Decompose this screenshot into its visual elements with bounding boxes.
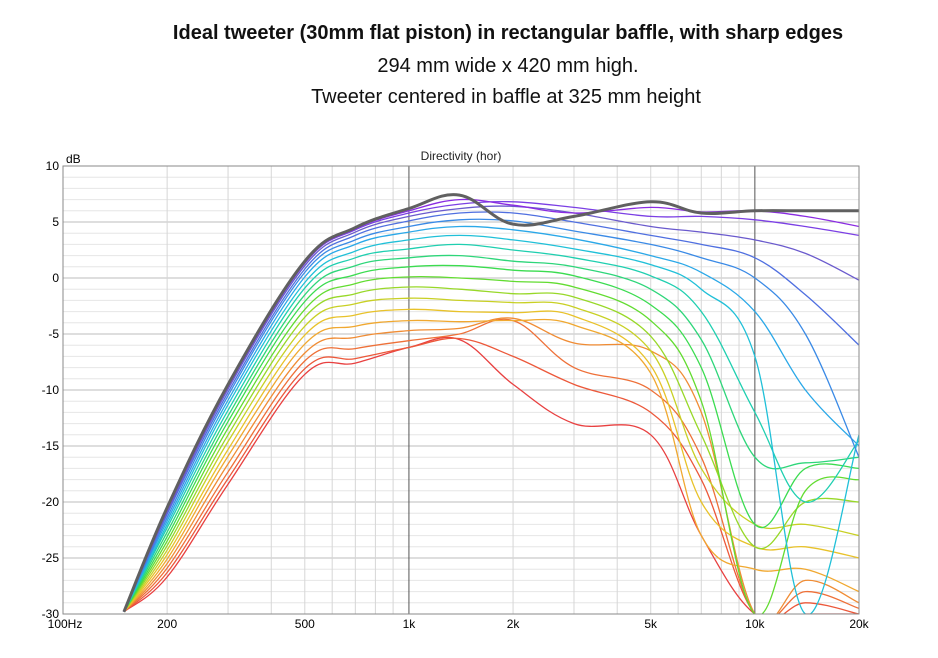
- series-line-18: [123, 337, 859, 614]
- y-tick-label: -20: [42, 495, 60, 509]
- y-tick-label: -30: [42, 607, 60, 621]
- tweeter-position: Tweeter centered in baffle at 325 mm hei…: [311, 86, 701, 108]
- x-tick-label: 200: [157, 617, 177, 631]
- x-tick-label: 10k: [745, 617, 765, 631]
- y-tick-label: 0: [52, 271, 59, 285]
- x-tick-label: 20k: [849, 617, 869, 631]
- chart-heading: Ideal tweeter (30mm flat piston) in rect…: [172, 22, 844, 44]
- series-line-12: [123, 286, 859, 613]
- series-line-8: [123, 243, 859, 613]
- y-tick-label: -25: [42, 551, 60, 565]
- y-tick-label: 10: [46, 159, 60, 173]
- y-tick-label: -10: [42, 383, 60, 397]
- series-line-13: [123, 297, 859, 613]
- series-line-6: [123, 225, 859, 613]
- series-line-14: [123, 308, 859, 613]
- series-line-11: [123, 275, 859, 614]
- series-line-3: [123, 205, 859, 613]
- series-group: [122, 193, 859, 614]
- series-line-19: [123, 336, 859, 614]
- y-tick-label: -5: [48, 327, 59, 341]
- x-tick-label: 100Hz: [48, 617, 83, 631]
- series-line-16: [123, 317, 859, 614]
- y-axis-label: dB: [66, 152, 81, 166]
- plot-frame: [62, 165, 860, 615]
- series-line-15: [123, 318, 859, 613]
- x-tick-label: 1k: [403, 617, 417, 631]
- baffle-dimensions: 294 mm wide x 420 mm high.: [377, 55, 639, 77]
- y-tick-label: 5: [52, 215, 59, 229]
- x-tick-label: 5k: [644, 617, 658, 631]
- series-line-reference: [122, 193, 859, 613]
- y-tick-label: -15: [42, 439, 60, 453]
- x-tick-label: 500: [295, 617, 315, 631]
- series-line-10: [123, 264, 859, 613]
- series-line-9: [123, 254, 859, 613]
- x-tick-label: 2k: [507, 617, 521, 631]
- plot-title: Directivity (hor): [421, 149, 502, 163]
- series-line-5: [123, 218, 859, 613]
- grid: [62, 165, 860, 615]
- series-line-4: [123, 211, 859, 613]
- tick-labels: 100Hz 200 500 1k 2k 5k 10k 20k 10 5 0 -5 -10 -15 -20 -2…: [42, 159, 870, 631]
- series-line-7: [123, 234, 859, 614]
